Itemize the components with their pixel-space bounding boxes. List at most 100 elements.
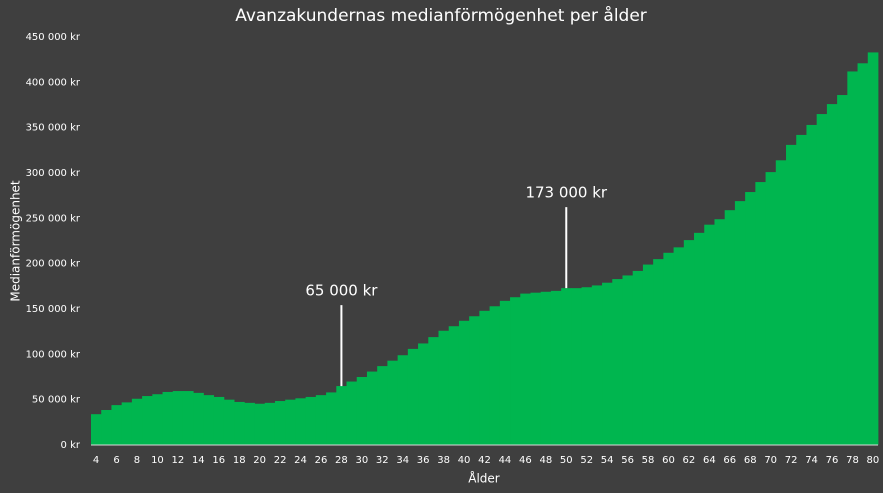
bar bbox=[694, 232, 705, 445]
x-tick-label: 30 bbox=[355, 455, 368, 466]
bar bbox=[91, 414, 102, 445]
x-tick-label: 80 bbox=[867, 455, 880, 466]
x-tick-label: 62 bbox=[683, 455, 696, 466]
y-tick-label: 450 000 kr bbox=[26, 32, 81, 43]
bar bbox=[724, 210, 736, 445]
x-tick-label: 56 bbox=[621, 455, 634, 466]
bar bbox=[264, 402, 276, 445]
x-tick-label: 16 bbox=[212, 455, 225, 466]
bar bbox=[254, 403, 266, 445]
bar bbox=[857, 63, 869, 445]
x-tick-label: 4 bbox=[93, 455, 99, 466]
y-tick-label: 50 000 kr bbox=[32, 395, 81, 406]
bar bbox=[418, 343, 429, 445]
bar bbox=[775, 160, 787, 445]
bar bbox=[806, 124, 818, 446]
x-tick-label: 20 bbox=[253, 455, 266, 466]
x-tick-label: 6 bbox=[113, 455, 119, 466]
bar bbox=[847, 71, 858, 445]
bar bbox=[540, 291, 552, 445]
bar bbox=[213, 396, 225, 445]
x-tick-label: 66 bbox=[723, 455, 736, 466]
bar bbox=[182, 391, 194, 445]
bar bbox=[458, 320, 470, 445]
bar bbox=[479, 310, 491, 445]
x-tick-label: 26 bbox=[315, 455, 328, 466]
y-tick-label: 150 000 kr bbox=[26, 304, 81, 315]
annotation-label: 65 000 kr bbox=[305, 282, 378, 300]
bar bbox=[510, 297, 521, 445]
bar bbox=[121, 402, 133, 445]
bar bbox=[223, 399, 235, 445]
bar bbox=[448, 326, 460, 445]
bar bbox=[653, 259, 664, 445]
x-tick-label: 24 bbox=[294, 455, 307, 466]
bar bbox=[244, 402, 255, 445]
bar bbox=[826, 104, 838, 446]
bar bbox=[101, 410, 112, 445]
bar bbox=[397, 355, 409, 445]
x-tick-label: 44 bbox=[499, 455, 512, 466]
x-tick-label: 38 bbox=[437, 455, 450, 466]
bar bbox=[152, 394, 163, 445]
x-tick-label: 52 bbox=[580, 455, 593, 466]
x-tick-label: 8 bbox=[134, 455, 140, 466]
bar bbox=[786, 144, 797, 446]
bar bbox=[336, 386, 347, 445]
bar bbox=[816, 114, 828, 446]
bar bbox=[489, 306, 501, 445]
bar bbox=[602, 282, 613, 445]
bar bbox=[274, 401, 286, 445]
bar bbox=[438, 330, 450, 445]
y-axis-title: Medianförmögenhet bbox=[9, 180, 23, 302]
bar bbox=[203, 395, 215, 445]
chart-title: Avanzakundernas medianförmögenhet per ål… bbox=[235, 5, 647, 26]
bar bbox=[234, 401, 245, 445]
bar bbox=[632, 270, 644, 445]
bar bbox=[755, 182, 766, 446]
bar bbox=[193, 392, 204, 445]
bar bbox=[315, 395, 327, 445]
x-tick-label: 70 bbox=[764, 455, 777, 466]
x-tick-label: 68 bbox=[744, 455, 757, 466]
x-tick-label: 72 bbox=[785, 455, 798, 466]
x-tick-label: 58 bbox=[642, 455, 655, 466]
annotation-label: 173 000 kr bbox=[525, 184, 607, 202]
bar bbox=[571, 288, 582, 445]
bar bbox=[285, 399, 296, 445]
bar bbox=[428, 337, 439, 445]
y-tick-label: 0 kr bbox=[61, 440, 81, 451]
bar bbox=[683, 240, 695, 445]
bar bbox=[520, 293, 531, 445]
bar bbox=[673, 247, 685, 445]
bar bbox=[642, 264, 654, 445]
bar bbox=[356, 377, 368, 445]
bar bbox=[326, 392, 337, 445]
bar bbox=[714, 219, 726, 445]
bar bbox=[530, 292, 542, 445]
x-tick-label: 12 bbox=[172, 455, 185, 466]
x-tick-label: 36 bbox=[417, 455, 430, 466]
y-tick-label: 300 000 kr bbox=[26, 168, 81, 179]
x-tick-label: 48 bbox=[539, 455, 552, 466]
y-tick-label: 100 000 kr bbox=[26, 349, 81, 360]
bar bbox=[796, 134, 807, 446]
bar bbox=[162, 391, 174, 445]
bar bbox=[407, 348, 419, 445]
bar bbox=[305, 396, 317, 445]
x-tick-label: 34 bbox=[396, 455, 409, 466]
bar bbox=[867, 52, 879, 446]
x-tick-label: 64 bbox=[703, 455, 716, 466]
bar bbox=[561, 288, 572, 445]
bar bbox=[837, 95, 848, 445]
x-tick-label: 76 bbox=[826, 455, 839, 466]
x-axis-title: Ålder bbox=[468, 471, 500, 486]
bar bbox=[469, 316, 480, 445]
y-tick-label: 250 000 kr bbox=[26, 213, 81, 224]
x-tick-label: 42 bbox=[478, 455, 491, 466]
bar bbox=[663, 252, 674, 445]
bar bbox=[612, 279, 623, 445]
bar bbox=[704, 224, 715, 445]
bar bbox=[734, 201, 746, 445]
bar bbox=[366, 371, 378, 445]
